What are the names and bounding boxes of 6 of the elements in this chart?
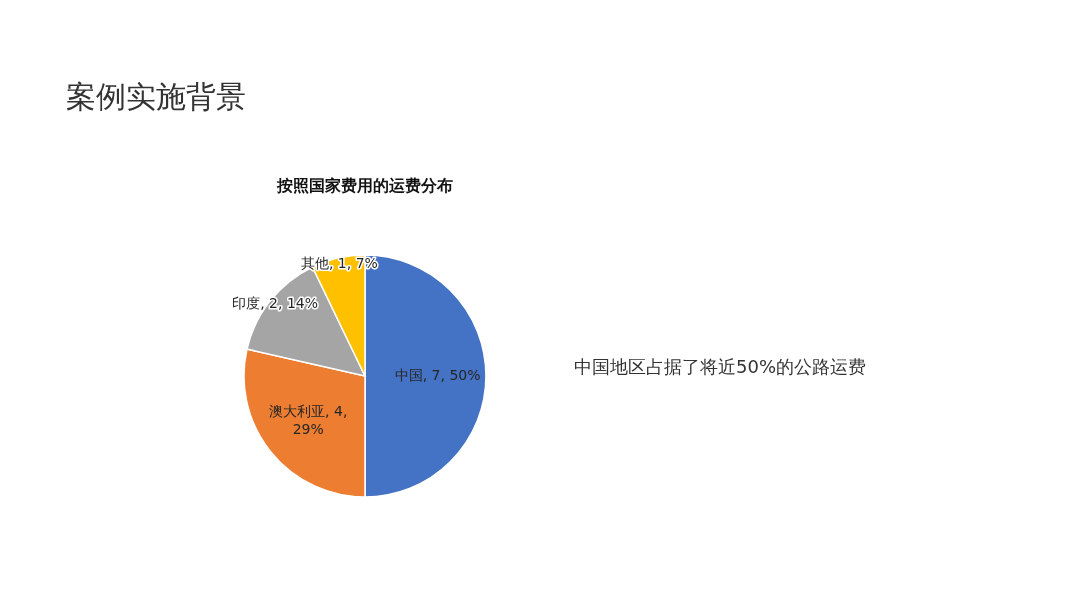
slice-label: 澳大利亚, 4, 29% (269, 403, 348, 438)
slice-label: 印度, 2, 14% (232, 295, 319, 312)
text: 中国地区占据了将近50%的公路运费 (573, 356, 867, 377)
slice-label: 中国, 7, 50% (394, 367, 481, 383)
chart-subtitle: 按照国家费用的运费分布 (276, 175, 453, 195)
chart-title: 案例实施背景 (66, 78, 246, 114)
